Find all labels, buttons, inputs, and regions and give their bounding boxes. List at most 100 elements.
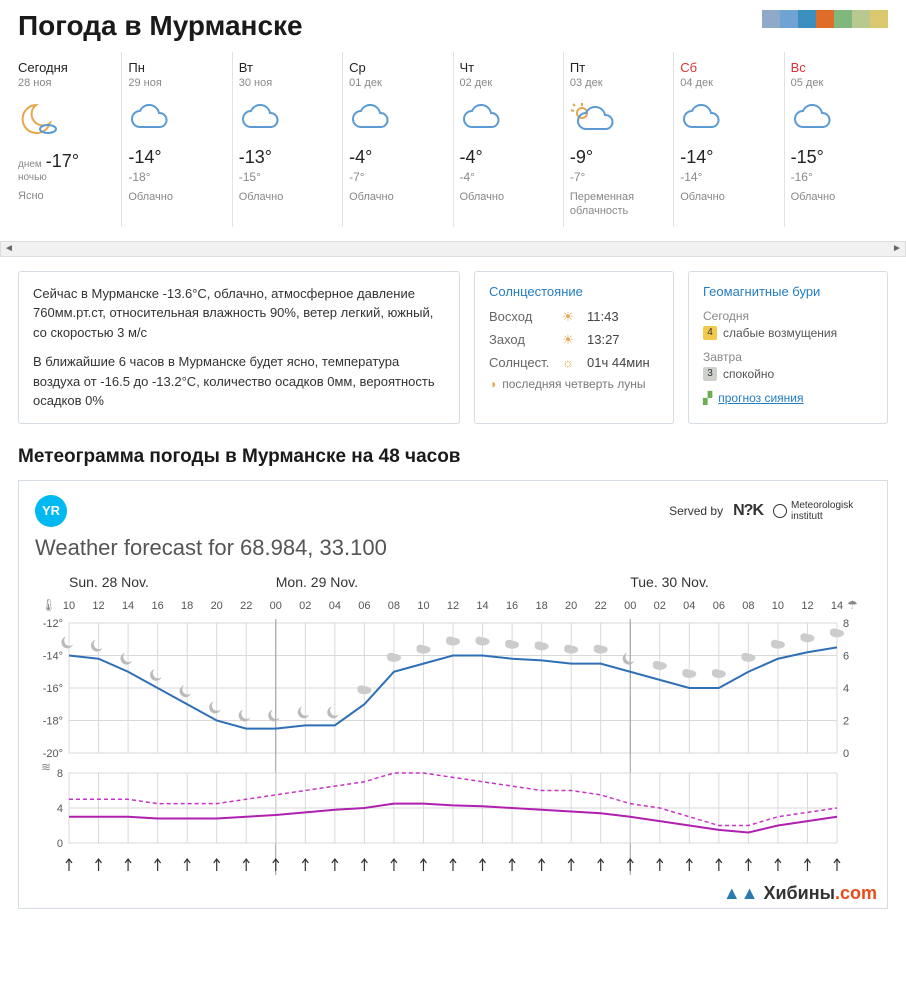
forecast-day[interactable]: Ср 01 дек -4° -7°Облачно [343, 52, 453, 227]
svg-text:14: 14 [831, 600, 843, 612]
svg-text:10: 10 [417, 600, 429, 612]
sun-card: Солнцестояние Восход ☀ 11:43 Заход ☀ 13:… [474, 271, 674, 424]
forecast-day[interactable]: Вс 05 дек -15° -16°Облачно [785, 52, 894, 227]
svg-text:8: 8 [843, 618, 849, 630]
weather-icon [128, 97, 225, 141]
geo-today-badge: 4 [703, 326, 717, 340]
day-date: 02 дек [460, 77, 557, 89]
day-label: Вт [239, 60, 336, 75]
theme-tile[interactable] [834, 10, 852, 28]
svg-text:14: 14 [476, 600, 488, 612]
temp-day: -17° [46, 151, 79, 172]
temp-night: -15° [239, 170, 336, 184]
temp-night: -16° [791, 170, 888, 184]
svg-text:0: 0 [57, 838, 63, 850]
scroll-left-icon[interactable]: ◄ [1, 242, 17, 256]
svg-text:Mon. 29 Nov.: Mon. 29 Nov. [276, 574, 358, 590]
horizontal-scrollbar[interactable]: ◄ ► [0, 241, 906, 257]
temp-night: -14° [680, 170, 777, 184]
day-label: Пт [570, 60, 667, 75]
page-title: Погода в Мурманске [18, 10, 303, 42]
meteogram-chart: Sun. 28 Nov.Mon. 29 Nov.Tue. 30 Nov.1012… [35, 565, 871, 898]
temp-day: -13° [239, 147, 336, 168]
svg-text:10: 10 [63, 600, 75, 612]
day-condition: Облачно [460, 190, 557, 204]
svg-text:16: 16 [151, 600, 163, 612]
aurora-icon: ▞ [703, 391, 712, 405]
svg-text:22: 22 [595, 600, 607, 612]
svg-text:08: 08 [742, 600, 754, 612]
svg-text:6: 6 [843, 650, 849, 662]
day-date: 30 ноя [239, 77, 336, 89]
svg-text:20: 20 [211, 600, 223, 612]
svg-text:08: 08 [388, 600, 400, 612]
temp-day: -14° [680, 147, 777, 168]
sunrise-icon: ☀ [559, 309, 577, 325]
svg-text:-20°: -20° [43, 748, 63, 760]
weather-icon [791, 97, 888, 141]
theme-tile[interactable] [798, 10, 816, 28]
meteogram-heading: Метеограмма погоды в Мурманске на 48 час… [0, 440, 906, 480]
served-by-label: Served by [669, 504, 723, 518]
geomagnetic-card: Геомагнитные бури Сегодня 4 слабые возму… [688, 271, 888, 424]
day-label: Ср [349, 60, 446, 75]
forecast-day[interactable]: Чт 02 дек -4° -4°Облачно [454, 52, 564, 227]
day-date: 28 ноя [18, 77, 115, 89]
day-condition: Переменная облачность [570, 190, 667, 219]
forecast-day[interactable]: Сегодня 28 ноя днем-17° ночьюЯсно [12, 52, 122, 227]
day-condition: Облачно [128, 190, 225, 204]
forecast-day[interactable]: Пт 03 дек -9° -7°Переменная облачность [564, 52, 674, 227]
daylight-duration: 01ч 44мин [587, 355, 650, 370]
day-date: 29 ноя [128, 77, 225, 89]
svg-text:≋: ≋ [41, 760, 51, 774]
svg-text:-12°: -12° [43, 618, 63, 630]
geo-today-text: слабые возмущения [723, 326, 837, 340]
svg-text:12: 12 [447, 600, 459, 612]
moon-phase-text: последняя четверть луны [502, 377, 645, 391]
sunset-label: Заход [489, 332, 549, 347]
day-condition: Облачно [239, 190, 336, 204]
geo-card-title: Геомагнитные бури [703, 284, 873, 299]
svg-text:0: 0 [843, 748, 849, 760]
sunset-icon: ☀ [559, 332, 577, 348]
meteogram-card: YR Served by N?K Meteorologisk institutt… [18, 480, 888, 909]
geo-tomorrow-text: спокойно [723, 367, 774, 381]
weather-icon [18, 97, 115, 141]
forecast-day[interactable]: Вт 30 ноя -13° -15° Облачно [233, 52, 343, 227]
geo-tomorrow-label: Завтра [703, 350, 873, 364]
svg-text:4: 4 [57, 803, 63, 815]
theme-tile[interactable] [780, 10, 798, 28]
svg-text:2: 2 [843, 715, 849, 727]
moon-phase-icon: ◑ [489, 377, 496, 391]
svg-text:🌡: 🌡 [41, 598, 56, 612]
temp-day: -4° [349, 147, 446, 168]
svg-text:00: 00 [624, 600, 636, 612]
temp-day: -15° [791, 147, 888, 168]
day-label: Сегодня [18, 60, 115, 75]
day-label: Вс [791, 60, 888, 75]
sunrise-time: 11:43 [587, 309, 619, 324]
scroll-right-icon[interactable]: ► [889, 242, 905, 256]
geo-today-label: Сегодня [703, 309, 873, 323]
theme-tile[interactable] [762, 10, 780, 28]
svg-text:12: 12 [92, 600, 104, 612]
svg-text:20: 20 [565, 600, 577, 612]
mountain-icon: ▲▲ [723, 883, 759, 903]
svg-text:Sun. 28 Nov.: Sun. 28 Nov. [69, 574, 149, 590]
theme-tile[interactable] [852, 10, 870, 28]
weather-icon [460, 97, 557, 141]
weather-icon [680, 97, 777, 141]
forecast-day[interactable]: Пн 29 ноя -14° -18°Облачно [122, 52, 232, 227]
day-condition: Ясно [18, 189, 115, 203]
svg-text:18: 18 [181, 600, 193, 612]
day-condition: Облачно [349, 190, 446, 204]
temp-night: -7° [570, 170, 667, 184]
sun-duration-icon: ☼ [559, 355, 577, 370]
day-date: 03 дек [570, 77, 667, 89]
theme-tile[interactable] [816, 10, 834, 28]
forecast-day[interactable]: Сб 04 дек -14° -14°Облачно [674, 52, 784, 227]
aurora-forecast-link[interactable]: прогноз сияния [718, 391, 803, 405]
svg-text:4: 4 [843, 683, 849, 695]
theme-tile[interactable] [870, 10, 888, 28]
night-prefix: ночью [18, 172, 115, 183]
